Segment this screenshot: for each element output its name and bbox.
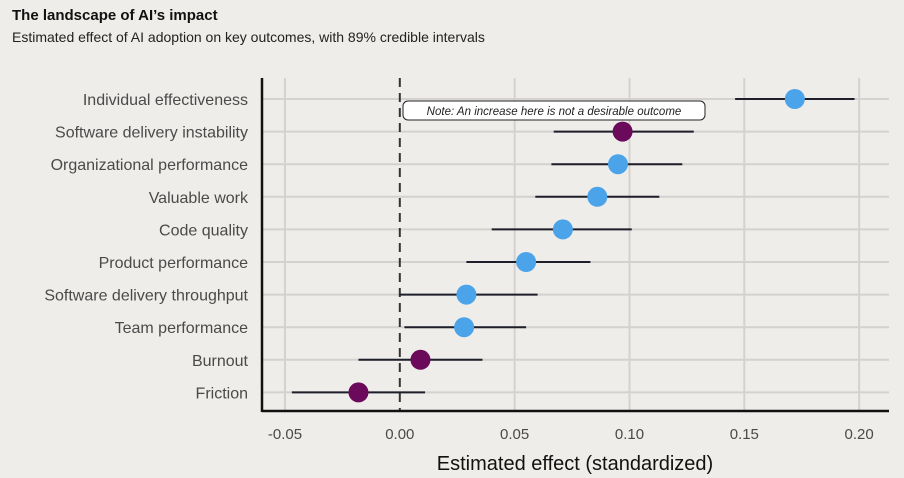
estimate-point-7 [454,317,475,338]
estimate-point-8 [410,349,431,370]
category-label-0: Individual effectiveness [83,92,248,109]
category-label-8: Burnout [192,353,249,370]
credible-intervals [291,98,855,394]
category-label-1: Software delivery instability [55,125,248,142]
estimate-points [348,89,805,403]
annotations: Note: An increase here is not a desirabl… [402,100,706,121]
category-label-6: Software delivery throughput [44,288,248,305]
estimate-point-1 [612,121,633,142]
chart-title: The landscape of AI’s impact [12,7,218,24]
x-tick-label-0: -0.05 [268,426,302,443]
x-tick-label-5: 0.20 [845,426,874,443]
x-tick-label-1: 0.00 [385,426,414,443]
category-label-5: Product performance [99,255,249,272]
estimate-point-6 [456,284,477,305]
category-label-3: Valuable work [149,190,249,207]
axes [260,78,889,413]
chart-subtitle: Estimated effect of AI adoption on key o… [12,29,485,45]
estimate-point-9 [348,382,369,403]
estimate-point-0 [784,89,805,109]
category-label-7: Team performance [115,320,248,337]
category-label-2: Organizational performance [51,157,249,174]
grid-lines [262,78,889,411]
category-label-9: Friction [196,385,248,402]
annotation-box-0 [402,100,706,121]
estimate-point-2 [607,154,628,175]
estimate-point-4 [552,219,573,240]
x-tick-label-2: 0.05 [500,426,529,443]
estimate-point-5 [516,252,537,272]
x-tick-labels: -0.05 0.00 0.05 0.10 0.15 0.20 [268,426,874,443]
estimate-point-3 [587,186,608,207]
annotation-text-0: Note: An increase here is not a desirabl… [427,106,682,118]
x-axis-title: Estimated effect (standardized) [437,453,713,475]
x-tick-label-3: 0.10 [615,426,644,443]
category-label-4: Code quality [159,222,248,239]
category-labels: Individual effectiveness Software deliver… [44,92,249,402]
x-tick-label-4: 0.15 [730,426,759,443]
